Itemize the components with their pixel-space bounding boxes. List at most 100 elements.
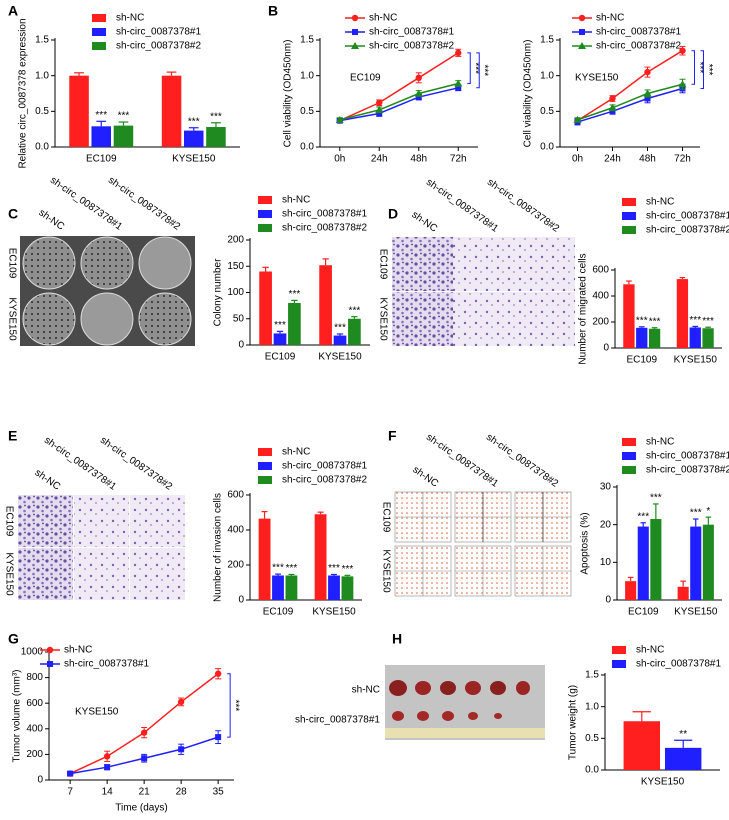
y-tick-label: 0 — [37, 775, 43, 786]
y-axis-label: Colony number — [213, 258, 224, 326]
legend-label: sh-NC — [116, 13, 144, 24]
legend-label: sh-NC — [282, 447, 310, 458]
point — [608, 103, 617, 111]
legend-label: sh-circ_0087378#2 — [282, 223, 367, 234]
significance: *** — [702, 316, 714, 327]
significance-bracket — [700, 50, 704, 90]
significance: *** — [342, 564, 354, 575]
y-tick-label: 150 — [227, 261, 244, 272]
annotation: KYSE150 — [575, 73, 619, 84]
y-tick-label: 800 — [26, 672, 43, 683]
point — [140, 729, 148, 736]
bar — [677, 586, 689, 600]
significance: *** — [694, 62, 705, 74]
point — [679, 47, 686, 54]
y-tick-label: 1.0 — [585, 701, 599, 712]
point — [375, 105, 384, 113]
legend-swatch — [258, 462, 272, 470]
legend-swatch — [622, 212, 636, 220]
bar — [348, 318, 361, 345]
legend-label: sh-circ_0087378#1 — [646, 451, 729, 462]
bar — [273, 333, 287, 345]
line — [339, 87, 459, 122]
y-axis-label: Number of invasion cells — [213, 493, 224, 602]
y-tick-label: 0 — [603, 343, 609, 354]
significance: *** — [349, 305, 361, 316]
significance: *** — [637, 511, 649, 522]
legend-marker — [578, 14, 586, 22]
image-row-label: KYSE150 — [6, 297, 17, 341]
y-tick-label: 1000 — [21, 647, 44, 658]
legend-swatch — [92, 28, 106, 36]
x-tick-label: EC109 — [626, 355, 657, 366]
x-tick-label: 48h — [410, 154, 427, 165]
bar — [702, 328, 714, 348]
annotation: EC109 — [350, 73, 381, 84]
bar — [689, 327, 701, 348]
legend-swatch — [612, 660, 626, 668]
y-tick-label: 400 — [592, 291, 609, 302]
significance: *** — [272, 563, 284, 574]
point — [644, 95, 651, 102]
point — [643, 89, 652, 97]
legend-swatch — [258, 448, 272, 456]
legend-label: sh-NC — [646, 197, 674, 208]
point — [455, 49, 462, 57]
bar — [333, 335, 347, 345]
bar — [702, 524, 714, 600]
point — [455, 84, 462, 91]
y-tick-label: 0 — [238, 595, 244, 606]
significance: *** — [289, 289, 301, 300]
y-tick-label: 0.5 — [540, 106, 554, 117]
significance: *** — [230, 700, 241, 712]
legend-label: sh-NC — [646, 437, 674, 448]
significance-bracket — [691, 50, 695, 85]
point — [103, 753, 111, 760]
y-tick-label: 1.5 — [540, 35, 554, 46]
panel-letter: G — [8, 631, 19, 647]
legend-label: sh-circ_0087378#1 — [369, 27, 454, 38]
legend-marker — [351, 42, 359, 49]
legend-swatch — [612, 646, 626, 654]
significance: * — [706, 506, 710, 517]
significance: *** — [690, 508, 702, 519]
legend-marker — [579, 29, 585, 35]
panel-letter: C — [8, 206, 18, 222]
x-tick-label: 14 — [102, 787, 114, 798]
legend-label: sh-circ_0087378#1 — [64, 659, 149, 670]
bar — [161, 75, 182, 147]
point — [141, 755, 148, 762]
x-tick-label: 48h — [639, 154, 656, 165]
bar — [623, 284, 635, 348]
image-row-label: KYSE150 — [3, 552, 14, 596]
y-tick-label: 0.0 — [540, 142, 554, 153]
significance-bracket — [227, 673, 231, 738]
significance: *** — [636, 315, 648, 326]
bar — [650, 519, 662, 600]
significance-bracket — [467, 52, 471, 85]
point — [414, 89, 423, 97]
y-tick-label: 0.0 — [35, 142, 49, 153]
x-tick-label: 72h — [674, 154, 691, 165]
point — [609, 95, 616, 102]
legend-marker — [578, 42, 586, 49]
bar — [676, 279, 689, 348]
x-tick-label: 24h — [371, 154, 388, 165]
x-tick-label: EC109 — [263, 607, 294, 618]
point — [104, 764, 111, 771]
bar — [341, 576, 354, 600]
line — [577, 87, 683, 123]
bar — [272, 575, 284, 600]
significance: *** — [95, 110, 107, 121]
significance: *** — [703, 64, 714, 76]
x-tick-label: KYSE150 — [641, 777, 685, 788]
y-tick-label: 200 — [592, 317, 609, 328]
y-tick-label: 600 — [592, 265, 609, 276]
y-tick-label: 100 — [227, 287, 244, 298]
y-tick-label: 20 — [600, 519, 612, 530]
bar — [648, 328, 661, 348]
bar — [328, 575, 340, 600]
legend-label: sh-circ_0087378#1 — [636, 659, 721, 670]
image-row-label: sh-circ_0087378#1 — [295, 715, 380, 726]
bar — [91, 126, 112, 147]
